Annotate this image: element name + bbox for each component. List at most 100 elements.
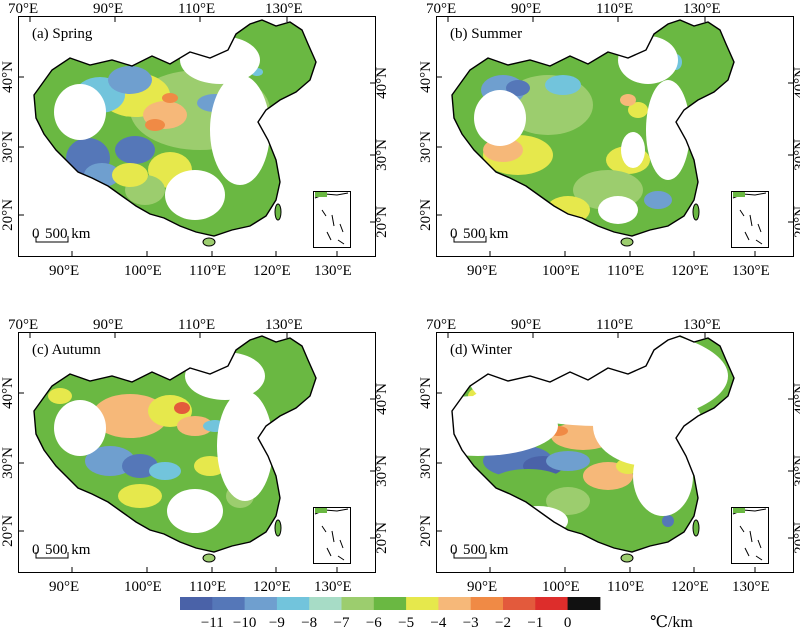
legend-color-box xyxy=(180,597,213,610)
left-axis-label: 30°N xyxy=(418,447,434,479)
bottom-axis-label: 130°E xyxy=(732,263,770,279)
bottom-axis-label: 100°E xyxy=(124,263,162,279)
left-axis-label: 20°N xyxy=(418,199,434,231)
left-axis-label: 40°N xyxy=(0,61,16,93)
legend-tick-label: −4 xyxy=(430,615,446,629)
bottom-axis-label: 130°E xyxy=(732,579,770,595)
map-panel-autumn: (c) Autumn 70°E 90°E 110°E 130°E 90°E 100°E 110… xyxy=(0,317,390,595)
left-axis-label: 40°N xyxy=(0,377,16,409)
legend-tick-label: −7 xyxy=(334,615,350,629)
bottom-axis-label: 110°E xyxy=(189,263,226,279)
color-legend: −11 −10 −9 −8 −7 −6 −5 −4 −3 −2 −1 0 ℃/km xyxy=(180,597,693,631)
bottom-axis-label: 90°E xyxy=(49,579,79,595)
legend-color-box xyxy=(438,597,472,610)
legend-tick-label: −9 xyxy=(269,615,285,629)
right-axis-label: 40°N xyxy=(792,67,800,99)
panel-title: (c) Autumn xyxy=(32,342,101,358)
bottom-axis-label: 100°E xyxy=(124,579,162,595)
top-axis-label: 90°E xyxy=(511,1,541,17)
legend-tick-label: −8 xyxy=(301,615,317,629)
bottom-axis-label: 130°E xyxy=(314,263,352,279)
south-china-sea-inset xyxy=(731,191,769,248)
left-axis-label: 30°N xyxy=(0,131,16,163)
right-axis-label: 20°N xyxy=(374,206,390,238)
bottom-axis-label: 120°E xyxy=(253,579,291,595)
taiwan-island xyxy=(274,203,282,221)
top-axis-label: 90°E xyxy=(511,317,541,333)
hainan-island xyxy=(620,237,634,247)
map-panel-winter: (d) Winter 70°E 90°E 110°E 130°E 90°E 100°E 110… xyxy=(418,317,800,595)
legend-color-box xyxy=(309,597,342,610)
top-axis-label: 90°E xyxy=(93,1,123,17)
legend-tick-label: −2 xyxy=(495,615,511,629)
top-axis-label: 110°E xyxy=(178,1,215,17)
left-axis-label: 30°N xyxy=(0,447,16,479)
bottom-axis-label: 110°E xyxy=(607,579,644,595)
legend-tick-label: −1 xyxy=(527,615,543,629)
scale-bar-zero: 0 xyxy=(450,542,458,558)
top-axis-label: 70°E xyxy=(8,1,38,17)
south-china-sea-inset xyxy=(731,507,769,564)
top-axis-label: 70°E xyxy=(426,1,456,17)
bottom-axis-label: 110°E xyxy=(189,579,226,595)
legend-tick-label: −6 xyxy=(366,615,382,629)
south-china-sea-inset xyxy=(313,191,351,248)
right-axis-label: 40°N xyxy=(374,383,390,415)
scale-bar-zero: 0 xyxy=(32,542,40,558)
top-axis-label: 70°E xyxy=(8,317,38,333)
right-axis-label: 20°N xyxy=(792,522,800,554)
map-panel-summer: (b) Summer 70°E 90°E 110°E 130°E 90°E 100°E 110… xyxy=(418,1,800,279)
scale-bar-label: 500 km xyxy=(463,226,509,242)
left-axis-label: 40°N xyxy=(418,61,434,93)
left-axis-label: 20°N xyxy=(0,515,16,547)
legend-tick-label: −11 xyxy=(201,615,224,629)
scale-bar-label: 500 km xyxy=(45,542,91,558)
legend-color-box xyxy=(535,597,569,610)
bottom-axis-label: 110°E xyxy=(607,263,644,279)
bottom-axis-label: 90°E xyxy=(467,263,497,279)
scale-bar-label: 500 km xyxy=(45,226,91,242)
right-axis-label: 30°N xyxy=(374,455,390,487)
hainan-island xyxy=(620,553,634,563)
scale-bar-zero: 0 xyxy=(32,226,40,242)
bottom-axis-label: 100°E xyxy=(542,263,580,279)
legend-color-box xyxy=(406,597,439,610)
scale-bar-zero: 0 xyxy=(450,226,458,242)
right-axis-label: 30°N xyxy=(792,455,800,487)
legend-unit: ℃/km xyxy=(650,614,693,629)
legend-tick-label: −3 xyxy=(463,615,479,629)
top-axis-label: 90°E xyxy=(93,317,123,333)
legend-color-box xyxy=(276,597,310,610)
top-axis-label: 130°E xyxy=(265,1,303,17)
right-axis-label: 40°N xyxy=(374,67,390,99)
bottom-axis-label: 120°E xyxy=(253,263,291,279)
right-axis-label: 40°N xyxy=(792,383,800,415)
scale-bar: 0 500 km xyxy=(450,226,509,243)
top-axis-label: 70°E xyxy=(426,317,456,333)
panel-title: (d) Winter xyxy=(450,342,512,358)
top-axis-label: 110°E xyxy=(596,317,633,333)
left-axis-label: 30°N xyxy=(418,131,434,163)
scale-bar: 0 500 km xyxy=(32,542,91,559)
bottom-axis-label: 90°E xyxy=(49,263,79,279)
right-axis-label: 20°N xyxy=(374,522,390,554)
legend-tick-label: 0 xyxy=(564,615,572,629)
scale-bar: 0 500 km xyxy=(450,542,509,559)
hainan-island xyxy=(202,237,216,247)
taiwan-island xyxy=(692,519,700,537)
left-axis-label: 40°N xyxy=(418,377,434,409)
top-axis-label: 110°E xyxy=(178,317,215,333)
map-panel-spring: (a) Spring 70°E 90°E 110°E 130°E 90°E 100°E 110… xyxy=(0,1,390,279)
legend-tick-label: −10 xyxy=(233,615,256,629)
bottom-axis-label: 120°E xyxy=(671,579,709,595)
bottom-axis-label: 120°E xyxy=(671,263,709,279)
left-axis-label: 20°N xyxy=(0,199,16,231)
panel-title: (b) Summer xyxy=(450,26,522,42)
legend-color-box xyxy=(373,597,407,610)
legend-color-box xyxy=(244,597,278,610)
top-axis-label: 110°E xyxy=(596,1,633,17)
taiwan-island xyxy=(692,203,700,221)
bottom-axis-label: 100°E xyxy=(542,579,580,595)
panel-title: (a) Spring xyxy=(32,26,93,42)
